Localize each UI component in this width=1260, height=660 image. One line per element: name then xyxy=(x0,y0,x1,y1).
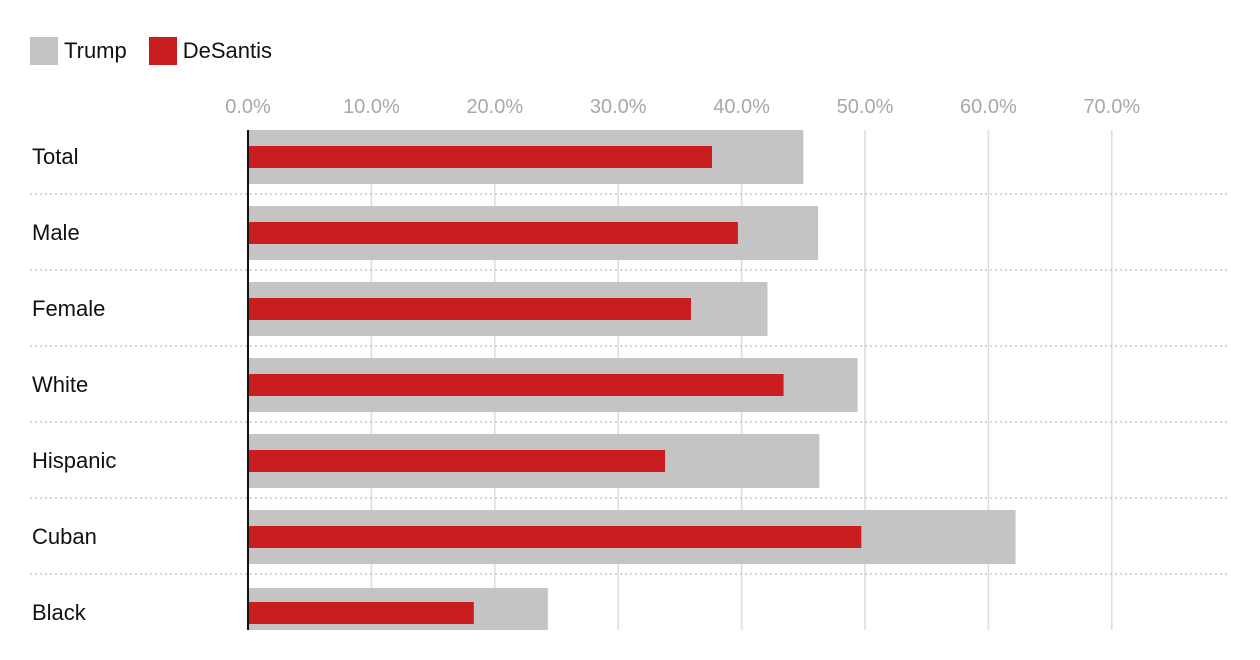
x-tick-label: 30.0% xyxy=(590,96,647,118)
x-tick-label: 0.0% xyxy=(225,96,271,118)
category-label: Female xyxy=(32,296,105,321)
bar-desantis xyxy=(248,526,862,548)
x-tick-label: 60.0% xyxy=(960,96,1017,118)
category-label: Hispanic xyxy=(32,448,116,473)
legend-item-trump: Trump xyxy=(30,37,127,65)
category-label: Male xyxy=(32,220,80,245)
bar-desantis xyxy=(248,298,692,320)
bar-desantis xyxy=(248,602,474,624)
category-label: Black xyxy=(32,600,87,625)
bar-desantis xyxy=(248,374,784,396)
legend-swatch-trump xyxy=(30,37,58,65)
category-label: Total xyxy=(32,144,78,169)
legend-label-desantis: DeSantis xyxy=(182,38,273,63)
x-tick-label: 70.0% xyxy=(1083,96,1140,118)
legend-label-trump: Trump xyxy=(64,38,127,63)
category-label: White xyxy=(32,372,88,397)
bar-desantis xyxy=(248,146,712,168)
chart-legend: Trump DeSantis xyxy=(30,36,294,66)
x-tick-label: 10.0% xyxy=(343,96,400,118)
category-label: Cuban xyxy=(32,524,97,549)
x-tick-label: 50.0% xyxy=(837,96,894,118)
legend-item-desantis: DeSantis xyxy=(148,37,273,65)
bar-desantis xyxy=(248,222,738,244)
x-tick-label: 20.0% xyxy=(466,96,523,118)
x-tick-label: 40.0% xyxy=(713,96,770,118)
legend-swatch-desantis xyxy=(148,37,177,65)
bar-desantis xyxy=(248,450,666,472)
